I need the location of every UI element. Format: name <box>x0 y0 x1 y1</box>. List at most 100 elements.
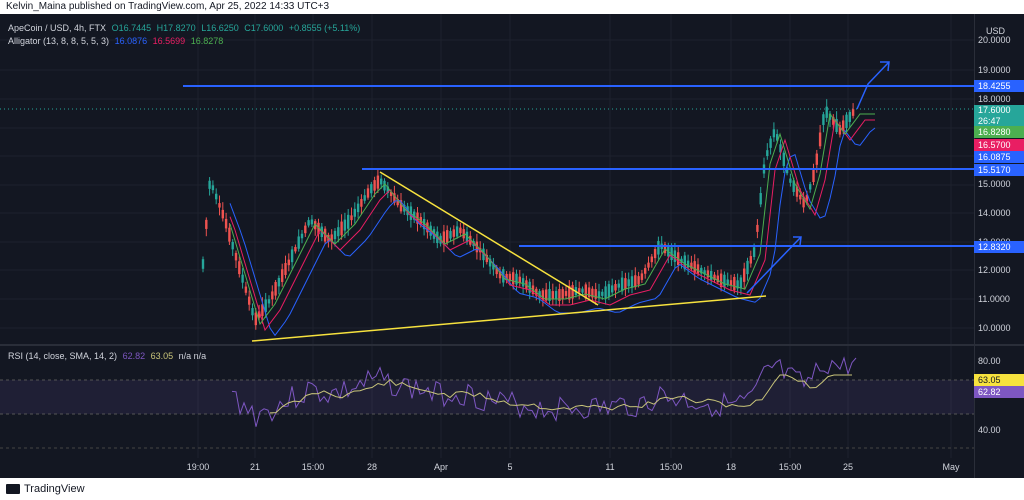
time-tick: 15:00 <box>659 462 683 472</box>
candle-body <box>693 261 696 274</box>
candle-body <box>710 271 713 281</box>
candle-body <box>234 252 238 261</box>
candle-body <box>274 282 277 296</box>
tradingview-logo[interactable]: TradingView <box>6 483 85 495</box>
candle-body <box>601 291 604 296</box>
candle-body <box>832 117 835 125</box>
candle-body <box>426 222 429 233</box>
candles <box>201 99 855 330</box>
candle-body <box>634 275 637 288</box>
candle-body <box>561 289 564 300</box>
candle-body <box>729 280 733 286</box>
candle-body <box>614 284 617 291</box>
rsi-tick: 40.00 <box>978 425 1001 435</box>
level-mid-tag: 15.5170 <box>974 164 1024 176</box>
candle-body <box>696 264 700 274</box>
candle-body <box>597 291 601 299</box>
candle-body <box>620 277 624 292</box>
candle-body <box>231 242 234 250</box>
candle-body <box>495 267 498 275</box>
candle-body <box>700 267 703 274</box>
candle-body <box>818 132 822 147</box>
candle-body <box>713 274 716 280</box>
candle-body <box>307 220 310 226</box>
candle-body <box>211 185 215 191</box>
candle-body <box>568 285 571 300</box>
rsi-ma-tag: 63.05 <box>974 374 1024 386</box>
rsi-legend[interactable]: RSI (14, close, SMA, 14, 2) 62.82 63.05 … <box>8 351 209 361</box>
price-tick: 20.0000 <box>978 35 1011 45</box>
candle-body <box>290 249 294 263</box>
candle-body <box>838 125 842 135</box>
candle-body <box>759 193 762 205</box>
time-tick: 25 <box>842 462 854 472</box>
time-tick: 15:00 <box>778 462 802 472</box>
candle-body <box>221 209 224 219</box>
candle-body <box>251 308 254 316</box>
price-tick: 10.0000 <box>978 323 1011 333</box>
candle-body <box>541 290 545 300</box>
price-tick: 11.0000 <box>978 294 1010 304</box>
jaw-tag: 16.0875 <box>974 151 1024 163</box>
candle-body <box>459 227 462 234</box>
candle-body <box>825 106 828 118</box>
candle-body <box>782 152 785 166</box>
open-value: O16.7445 <box>111 23 152 33</box>
candle-body <box>399 200 403 212</box>
candle-body <box>505 273 508 280</box>
rsi-value: 62.82 <box>122 351 146 361</box>
candle-body <box>492 264 495 270</box>
candle-body <box>281 269 284 282</box>
candle-body <box>300 233 304 239</box>
candle-body <box>485 254 488 263</box>
candle-body <box>792 180 795 192</box>
candle-body <box>366 188 370 198</box>
candle-body <box>686 260 690 268</box>
candle-body <box>363 195 366 201</box>
projection-arrow-lower <box>746 236 802 294</box>
level-low-tag: 12.8320 <box>974 241 1024 253</box>
candle-body <box>521 278 525 287</box>
candle-body <box>508 273 512 282</box>
last-price-value: 17.6000 <box>978 105 1011 115</box>
candle-body <box>264 299 267 313</box>
candle-body <box>310 219 314 225</box>
candle-body <box>772 129 776 138</box>
candle-body <box>360 199 363 207</box>
candle-body <box>545 289 548 301</box>
candle-body <box>462 229 465 239</box>
symbol-name: ApeCoin / USD, 4h, FTX <box>8 23 107 33</box>
candle-body <box>294 247 297 252</box>
candle-body <box>617 283 620 288</box>
price-tick: 19.0000 <box>978 65 1011 75</box>
candle-body <box>287 259 290 266</box>
symbol-legend[interactable]: ApeCoin / USD, 4h, FTX O16.7445 H17.8270… <box>8 23 363 33</box>
candle-body <box>640 273 644 280</box>
candle-body <box>277 277 281 287</box>
candle-body <box>228 227 231 242</box>
candle-body <box>383 180 386 191</box>
candle-body <box>812 168 815 183</box>
candle-body <box>422 219 426 230</box>
candle-body <box>703 270 706 275</box>
candle-body <box>452 229 455 237</box>
brand-name: TradingView <box>24 483 85 495</box>
alligator-label: Alligator (13, 8, 8, 5, 5, 3) <box>8 36 110 46</box>
candle-body <box>208 180 211 189</box>
candle-body <box>746 260 749 275</box>
candle-body <box>726 279 729 285</box>
candle-body <box>455 226 459 237</box>
candle-body <box>624 278 627 290</box>
candle-body <box>205 219 208 229</box>
candle-body <box>488 258 492 267</box>
candle-body <box>248 296 251 305</box>
candle-body <box>607 284 611 298</box>
candle-body <box>851 109 855 116</box>
alligator-legend[interactable]: Alligator (13, 8, 8, 5, 5, 3) 16.0876 16… <box>8 36 226 46</box>
time-tick: 19:00 <box>186 462 210 472</box>
candle-body <box>706 270 710 278</box>
candle-body <box>723 274 726 288</box>
close-value: C17.6000 <box>244 23 284 33</box>
candle-body <box>587 287 591 298</box>
